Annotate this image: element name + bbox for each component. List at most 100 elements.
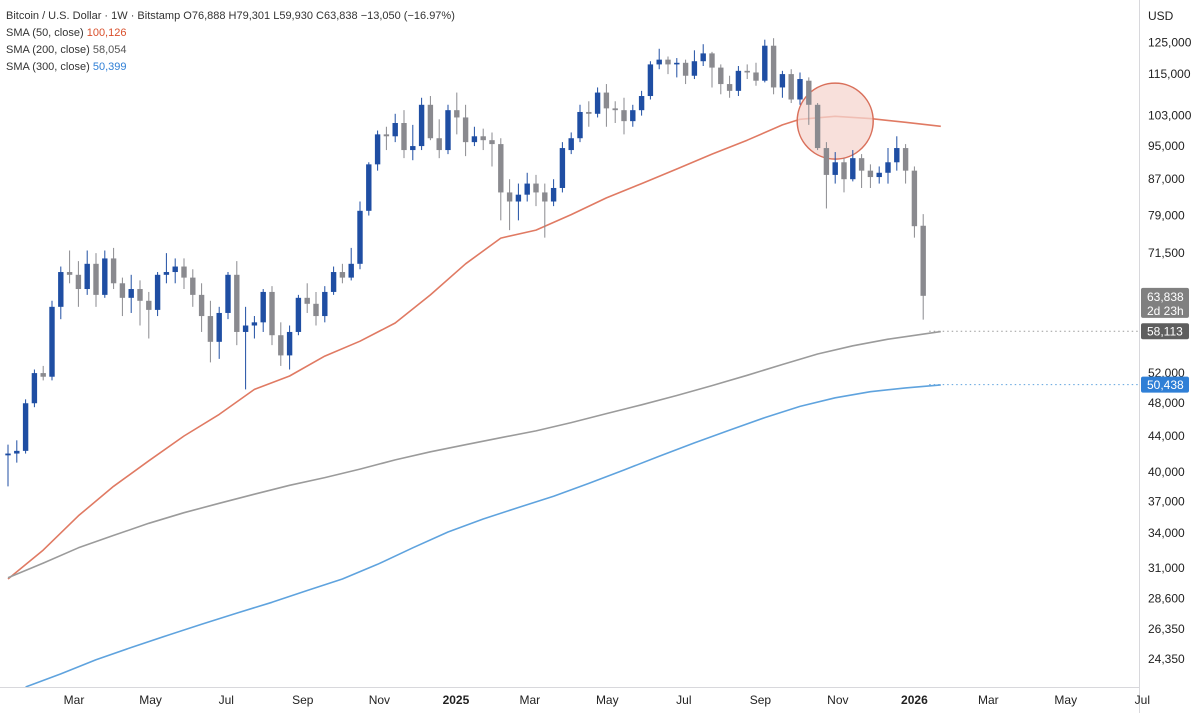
- y-tick-label: 26,350: [1148, 622, 1185, 636]
- last-price-tag: [1141, 287, 1189, 318]
- y-tick-label: 71,500: [1148, 246, 1185, 260]
- y-tick-label: 34,000: [1148, 526, 1185, 540]
- x-tick-label: Sep: [750, 693, 772, 707]
- candles-layer: [5, 38, 926, 487]
- x-tick-label: Sep: [292, 693, 314, 707]
- last-price-value: 63,838: [1147, 290, 1184, 304]
- candle-body: [700, 53, 706, 62]
- x-tick-label: May: [1054, 693, 1077, 707]
- candle-body: [586, 111, 592, 114]
- candle-body: [471, 136, 478, 143]
- candle-body: [383, 134, 390, 137]
- x-tick-label: May: [139, 693, 162, 707]
- legend-sma200[interactable]: SMA (200, close) 58,054: [6, 42, 455, 59]
- candle-body: [920, 225, 926, 296]
- legend-open: O76,888: [183, 10, 226, 22]
- candle-body: [647, 64, 654, 97]
- y-tick-label: 103,000: [1148, 109, 1192, 123]
- candle-body: [718, 67, 724, 85]
- candle-body: [49, 306, 55, 377]
- candle-body: [357, 210, 363, 264]
- candle-body: [691, 61, 698, 76]
- candle-body: [322, 291, 328, 317]
- sma300-price-value: 50,438: [1147, 378, 1184, 392]
- candle-body: [401, 123, 407, 151]
- y-tick-label: 87,000: [1148, 172, 1185, 186]
- candle-body: [594, 92, 601, 114]
- candle-body: [93, 263, 99, 295]
- candle-body: [744, 70, 750, 73]
- candle-body: [533, 183, 539, 193]
- candle-body: [75, 274, 82, 290]
- candle-body: [102, 258, 108, 295]
- candle-body: [665, 59, 671, 65]
- candle-body: [806, 80, 812, 105]
- legend-sma300[interactable]: SMA (300, close) 50,399: [6, 59, 455, 76]
- legend-sma300-value: 50,399: [92, 61, 127, 73]
- x-tick-label: Mar: [64, 693, 85, 707]
- candle-body: [577, 111, 583, 139]
- candle-body: [278, 335, 284, 356]
- candle-body: [832, 162, 838, 175]
- legend-sma50[interactable]: SMA (50, close) 100,126: [6, 25, 455, 42]
- sma50-line: [7, 115, 941, 580]
- candle-body: [304, 297, 310, 304]
- candle-body: [841, 162, 847, 180]
- candle-body: [911, 170, 918, 227]
- x-tick-label: May: [596, 693, 619, 707]
- y-tick-label: 125,000: [1148, 36, 1192, 50]
- candle-body: [559, 148, 566, 188]
- candle-body: [753, 72, 759, 81]
- legend-low: L59,930: [273, 10, 313, 22]
- candle-body: [348, 263, 354, 278]
- candle-body: [14, 450, 20, 454]
- candle-body: [190, 277, 196, 295]
- y-tick-label: 37,000: [1148, 494, 1185, 508]
- candle-body: [788, 74, 794, 100]
- x-tick-label: 2026: [901, 693, 928, 707]
- candle-body: [251, 322, 258, 326]
- candle-body: [84, 263, 90, 290]
- candle-body: [366, 164, 372, 211]
- candle-body: [542, 192, 548, 202]
- candle-body: [638, 96, 645, 111]
- candle-body: [850, 158, 856, 180]
- x-tick-label: Jul: [219, 693, 234, 707]
- candle-body: [181, 266, 187, 278]
- candle-body: [410, 146, 416, 151]
- candle-body: [436, 138, 442, 151]
- candle-body: [630, 110, 636, 122]
- candle-body: [515, 194, 522, 202]
- y-tick-label: 48,000: [1148, 396, 1185, 410]
- candle-body: [568, 138, 574, 151]
- candle-body: [110, 258, 117, 284]
- candle-body: [524, 183, 530, 195]
- candle-body: [858, 158, 865, 171]
- candle-body: [876, 172, 882, 178]
- candle-body: [735, 70, 742, 91]
- candle-body: [269, 291, 275, 336]
- candle-body: [31, 373, 38, 404]
- candle-body: [603, 92, 610, 109]
- candle-body: [5, 453, 11, 456]
- candle-body: [498, 144, 504, 193]
- sma300-price-tag: [1141, 376, 1189, 393]
- candle-body: [454, 110, 460, 118]
- candle-body: [779, 74, 786, 88]
- x-tick-label: Nov: [827, 693, 848, 707]
- candle-body: [374, 134, 381, 165]
- candle-body: [797, 79, 803, 100]
- legend-change: −13,050 (−16.97%): [360, 10, 455, 22]
- candle-body: [295, 297, 302, 332]
- candle-body: [823, 148, 830, 175]
- candle-body: [260, 291, 266, 323]
- candle-body: [40, 373, 46, 377]
- x-tick-label: 2025: [443, 693, 470, 707]
- candle-body: [489, 140, 495, 145]
- candle-body: [66, 272, 73, 275]
- x-tick-label: Jul: [676, 693, 691, 707]
- candle-body: [674, 62, 680, 65]
- candle-body: [506, 192, 513, 202]
